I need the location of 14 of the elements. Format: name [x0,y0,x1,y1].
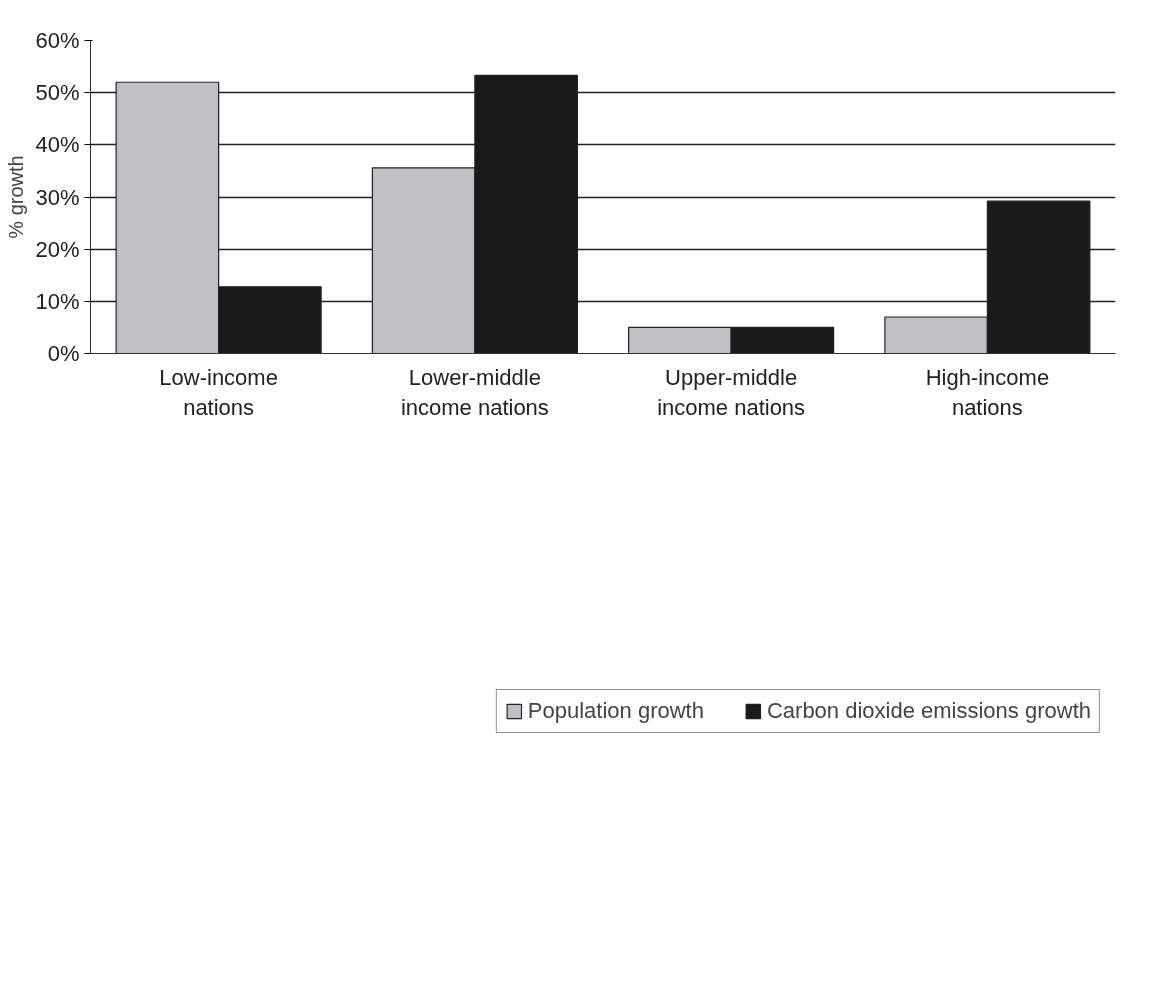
x-tick-label: Lower-middle income nations [400,364,549,420]
x-tick-label: Upper-middle income nations [657,364,806,420]
legend-label: Population growth [527,698,704,724]
y-tick-label: 30% [35,184,80,210]
y-tick-label: 20% [35,236,80,262]
x-tick-label: Low-income nations [159,364,278,420]
legend-label: Carbon dioxide emissions growth [766,698,1091,724]
y-tick-label: 40% [35,132,80,158]
y-axis-title: % growth [5,155,28,239]
y-tick-label: 50% [35,80,80,106]
x-tick-label: High-income nations [925,364,1050,420]
y-tick-label: 10% [35,288,80,314]
y-tick-label: 60% [35,28,80,53]
y-tick-label: 0% [47,341,80,366]
